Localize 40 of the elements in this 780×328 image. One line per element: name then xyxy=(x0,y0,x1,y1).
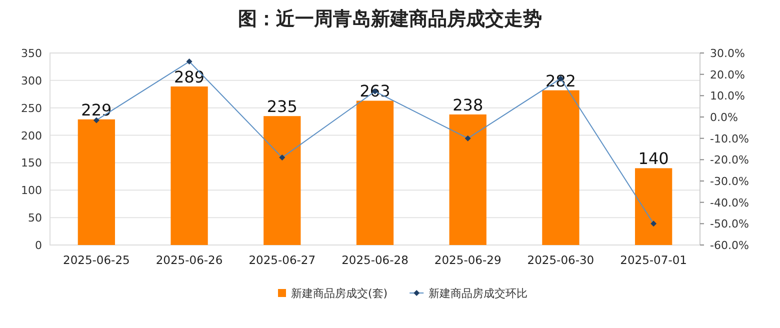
y-tick-label: 350 xyxy=(21,47,42,60)
y-tick-label: 50 xyxy=(28,212,42,225)
y2-tick-label: 0.0% xyxy=(710,111,738,124)
bar xyxy=(264,116,301,245)
y-tick-label: 0 xyxy=(35,239,42,252)
bar xyxy=(635,168,672,245)
y-tick-label: 250 xyxy=(21,102,42,115)
y2-tick-label: -60.0% xyxy=(710,239,749,252)
y2-tick-label: 30.0% xyxy=(710,47,745,60)
legend-label: 新建商品房成交环比 xyxy=(428,287,528,300)
y2-tick-label: -50.0% xyxy=(710,218,749,231)
y-tick-label: 100 xyxy=(21,184,42,198)
x-tick-label: 2025-07-01 xyxy=(620,253,687,267)
y-tick-label: 300 xyxy=(21,74,42,88)
x-tick-label: 2025-06-27 xyxy=(248,253,316,267)
bar xyxy=(356,100,394,245)
y-tick-label: 150 xyxy=(21,156,42,170)
bar xyxy=(78,119,115,245)
y2-tick-label: -20.0% xyxy=(710,154,749,167)
legend-label: 新建商品房成交(套) xyxy=(291,287,388,300)
bar xyxy=(170,86,208,245)
data-label: 289 xyxy=(174,67,205,86)
data-label: 140 xyxy=(638,149,669,168)
data-label: 235 xyxy=(266,97,298,116)
y2-tick-label: -10.0% xyxy=(710,132,749,146)
x-tick-label: 2025-06-26 xyxy=(156,253,223,267)
x-tick-label: 2025-06-29 xyxy=(434,253,502,267)
bar xyxy=(449,114,486,245)
data-label: 238 xyxy=(452,95,484,114)
x-tick-label: 2025-06-25 xyxy=(63,253,130,267)
y2-tick-label: 20.0% xyxy=(710,68,745,82)
y-tick-label: 200 xyxy=(21,129,42,142)
data-label: 229 xyxy=(81,100,112,120)
chart-title: 图：近一周青岛新建商品房成交走势 xyxy=(238,8,542,30)
y2-tick-label: -40.0% xyxy=(710,196,749,210)
x-tick-label: 2025-06-30 xyxy=(527,253,594,267)
bar xyxy=(542,90,580,245)
y2-tick-label: -30.0% xyxy=(710,175,749,188)
x-tick-label: 2025-06-28 xyxy=(342,253,408,267)
y2-tick-label: 10.0% xyxy=(710,90,745,103)
